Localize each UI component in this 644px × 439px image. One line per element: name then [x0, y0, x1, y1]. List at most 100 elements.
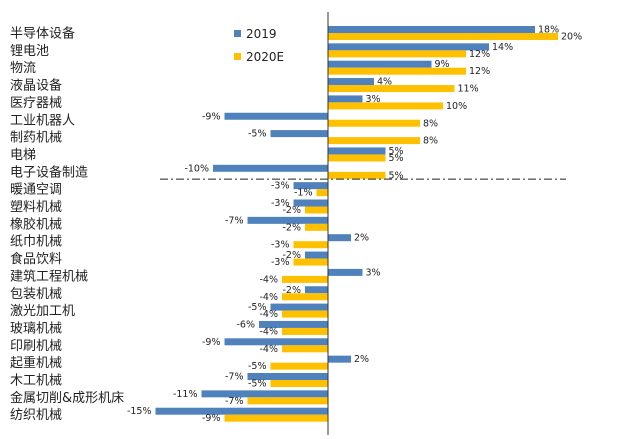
- data-label-2020e-0: 20%: [561, 32, 582, 43]
- data-label-2019-0: 18%: [538, 25, 559, 36]
- category-label: 激光加工机: [10, 304, 75, 319]
- bar-2019-14: [328, 268, 363, 276]
- bar-2020e-1: [328, 50, 466, 58]
- data-label-2019-22: -15%: [127, 406, 152, 417]
- data-label-2019-13: -2%: [283, 250, 302, 261]
- data-label-2020e-8: 5%: [389, 170, 404, 181]
- bar-2019-19: [328, 355, 351, 363]
- data-label-2020e-5: 8%: [423, 118, 438, 129]
- bar-2019-0: [328, 26, 535, 33]
- bar-2019-6: [270, 130, 328, 138]
- bar-2020e-19: [270, 362, 328, 370]
- data-label-2020e-7: 5%: [389, 153, 404, 164]
- data-label-2019-15: -2%: [283, 285, 302, 296]
- legend-swatch-2019: [234, 30, 241, 37]
- category-label: 物流: [10, 61, 36, 76]
- category-label: 工业机器人: [10, 113, 75, 128]
- category-label: 锂电池: [10, 44, 49, 59]
- data-label-2019-18: -9%: [202, 337, 221, 348]
- bar-2019-3: [328, 78, 374, 86]
- bar-2019-16: [270, 303, 328, 311]
- bar-2019-11: [247, 216, 328, 224]
- bars: [155, 26, 558, 422]
- bar-2019-17: [259, 320, 328, 328]
- bar-2020e-7: [328, 154, 386, 162]
- bar-2020e-6: [328, 137, 420, 145]
- data-label-2020e-22: -9%: [202, 413, 221, 424]
- bar-2019-10: [293, 199, 328, 207]
- bar-2019-8: [213, 164, 328, 172]
- bar-2019-2: [328, 60, 432, 68]
- category-label: 暖通空调: [10, 183, 62, 198]
- bar-2020e-17: [282, 327, 328, 335]
- bar-2020e-9: [316, 189, 328, 197]
- bar-2019-21: [201, 390, 328, 398]
- bar-2020e-5: [328, 119, 420, 127]
- category-label: 橡胶机械: [10, 216, 62, 232]
- bar-2020e-16: [282, 310, 328, 318]
- category-label: 包装机械: [10, 287, 62, 302]
- data-label-2019-3: 4%: [377, 77, 392, 88]
- category-label: 玻璃机械: [10, 321, 62, 336]
- category-label: 木工机械: [10, 374, 62, 389]
- bar-2019-18: [224, 338, 328, 346]
- category-label: 电子设备制造: [10, 164, 88, 180]
- category-labels: 半导体设备锂电池物流液晶设备医疗器械工业机器人制药机械电梯电子设备制造暖通空调塑…: [10, 26, 124, 424]
- category-label: 制药机械: [10, 131, 62, 146]
- legend-swatch-2020e: [234, 53, 241, 60]
- data-label-2019-5: -9%: [202, 111, 221, 122]
- data-label-2019-11: -7%: [225, 215, 244, 226]
- data-label-2020e-12: -3%: [271, 240, 290, 251]
- bar-2019-5: [224, 112, 328, 120]
- data-label-2020e-1: 12%: [469, 49, 490, 60]
- data-label-2019-14: 3%: [366, 267, 381, 278]
- data-label-2020e-2: 12%: [469, 66, 490, 77]
- data-label-2020e-17: -4%: [260, 326, 279, 337]
- bar-2019-22: [155, 407, 328, 415]
- bar-2020e-3: [328, 85, 455, 93]
- bar-2019-7: [328, 147, 386, 155]
- data-label-2019-7: 5%: [389, 146, 404, 157]
- data-label-2020e-16: -4%: [260, 309, 279, 320]
- data-label-2019-12: 2%: [354, 233, 369, 244]
- bar-2020e-15: [282, 293, 328, 301]
- category-label: 印刷机械: [10, 339, 62, 354]
- data-label-2019-9: -3%: [271, 181, 290, 192]
- bar-2019-15: [305, 286, 328, 294]
- category-label: 金属切削&成形机床: [10, 390, 124, 406]
- bar-2020e-21: [247, 397, 328, 405]
- category-label: 塑料机械: [10, 200, 62, 215]
- data-label-2019-19: 2%: [354, 354, 369, 365]
- bar-2020e-18: [282, 345, 328, 353]
- legend: 2019 2020E: [234, 27, 284, 64]
- data-label-2019-2: 9%: [435, 59, 450, 70]
- bar-2019-1: [328, 43, 489, 51]
- data-label-2019-6: -5%: [248, 129, 267, 140]
- data-label-2019-21: -11%: [173, 389, 198, 400]
- data-label-2019-20: -7%: [225, 372, 244, 383]
- category-label: 建筑工程机械: [10, 268, 88, 284]
- category-label: 纺织机械: [10, 408, 62, 423]
- bar-2020e-12: [293, 241, 328, 249]
- category-label: 医疗器械: [10, 96, 62, 111]
- bar-2020e-13: [293, 258, 328, 266]
- category-label: 液晶设备: [10, 78, 62, 94]
- bar-2019-12: [328, 234, 351, 242]
- category-label: 半导体设备: [10, 26, 75, 42]
- data-label-2020e-18: -4%: [260, 344, 279, 355]
- category-label: 纸巾机械: [10, 235, 62, 250]
- category-label: 起重机械: [10, 355, 62, 371]
- data-label-2019-10: -3%: [271, 198, 290, 209]
- data-label-2020e-9: -1%: [294, 188, 313, 199]
- bar-2019-4: [328, 95, 363, 103]
- bar-2020e-14: [282, 275, 328, 283]
- data-label-2020e-15: -4%: [260, 292, 279, 303]
- bar-2020e-2: [328, 67, 466, 75]
- bar-2019-13: [305, 251, 328, 259]
- data-label-2020e-13: -3%: [271, 257, 290, 268]
- data-label-2020e-10: -2%: [283, 205, 302, 216]
- bar-2020e-4: [328, 102, 443, 110]
- data-label-2019-1: 14%: [492, 42, 513, 53]
- data-label-2020e-14: -4%: [260, 274, 279, 285]
